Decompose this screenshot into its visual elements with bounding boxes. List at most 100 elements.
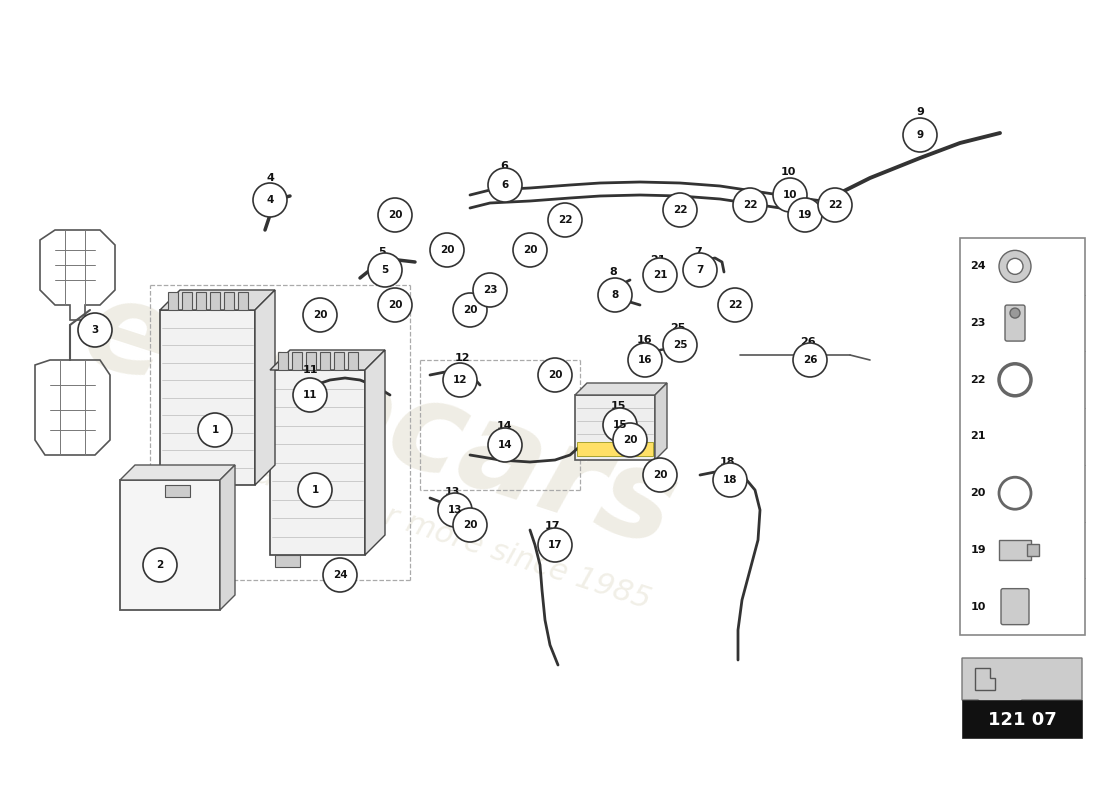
FancyBboxPatch shape	[275, 555, 300, 567]
Text: 16: 16	[638, 355, 652, 365]
FancyBboxPatch shape	[196, 292, 206, 310]
FancyBboxPatch shape	[334, 352, 344, 370]
FancyBboxPatch shape	[210, 292, 220, 310]
FancyBboxPatch shape	[1027, 544, 1040, 556]
Text: 20: 20	[387, 300, 403, 310]
Text: 14: 14	[496, 421, 512, 431]
FancyBboxPatch shape	[160, 310, 255, 485]
Text: 9: 9	[916, 107, 924, 117]
FancyBboxPatch shape	[575, 395, 654, 460]
Text: 25: 25	[670, 323, 685, 333]
Circle shape	[773, 178, 807, 212]
Text: 8: 8	[612, 290, 618, 300]
Polygon shape	[255, 290, 275, 485]
Text: 6: 6	[500, 161, 508, 171]
Text: 7: 7	[694, 247, 702, 257]
Text: 9: 9	[916, 130, 924, 140]
Circle shape	[488, 168, 522, 202]
Circle shape	[713, 463, 747, 497]
Text: 3: 3	[86, 315, 94, 325]
FancyBboxPatch shape	[960, 238, 1085, 635]
Circle shape	[488, 428, 522, 462]
Text: 20: 20	[440, 245, 454, 255]
Circle shape	[538, 358, 572, 392]
FancyBboxPatch shape	[306, 352, 316, 370]
Polygon shape	[365, 350, 385, 555]
Circle shape	[298, 473, 332, 507]
FancyBboxPatch shape	[224, 292, 234, 310]
Text: 21: 21	[652, 270, 668, 280]
Text: 3: 3	[91, 325, 99, 335]
Text: 20: 20	[652, 470, 668, 480]
Circle shape	[663, 328, 697, 362]
Circle shape	[548, 203, 582, 237]
Text: 24: 24	[332, 570, 348, 580]
Circle shape	[378, 288, 412, 322]
Circle shape	[78, 313, 112, 347]
Text: 12: 12	[453, 375, 468, 385]
Text: 15: 15	[613, 420, 627, 430]
Text: 18: 18	[723, 475, 737, 485]
Text: 15: 15	[610, 401, 626, 411]
Text: eurocars: eurocars	[68, 267, 692, 573]
Circle shape	[438, 493, 472, 527]
Text: 13: 13	[444, 487, 460, 497]
Circle shape	[443, 363, 477, 397]
Circle shape	[302, 298, 337, 332]
Text: 25: 25	[673, 340, 688, 350]
Circle shape	[793, 343, 827, 377]
Text: a passion for more since 1985: a passion for more since 1985	[206, 445, 654, 615]
Circle shape	[323, 558, 358, 592]
FancyBboxPatch shape	[168, 292, 178, 310]
Text: 2: 2	[156, 560, 164, 570]
Circle shape	[378, 198, 412, 232]
FancyBboxPatch shape	[270, 370, 365, 555]
Polygon shape	[962, 658, 1082, 720]
FancyBboxPatch shape	[962, 700, 1082, 738]
Polygon shape	[160, 290, 275, 310]
Circle shape	[143, 548, 177, 582]
Text: 5: 5	[382, 265, 388, 275]
Circle shape	[253, 183, 287, 217]
Text: 21: 21	[970, 431, 986, 442]
FancyBboxPatch shape	[1005, 305, 1025, 341]
Text: 12: 12	[454, 353, 470, 363]
Circle shape	[999, 250, 1031, 282]
Text: 1: 1	[311, 485, 319, 495]
Circle shape	[644, 458, 676, 492]
Text: 10: 10	[780, 167, 795, 177]
Circle shape	[818, 188, 852, 222]
Text: 17: 17	[548, 540, 562, 550]
Text: 22: 22	[728, 300, 743, 310]
Text: 19: 19	[970, 545, 986, 555]
Text: 26: 26	[800, 337, 816, 347]
Circle shape	[513, 233, 547, 267]
Polygon shape	[654, 383, 667, 460]
Text: 18: 18	[719, 457, 735, 467]
Circle shape	[538, 528, 572, 562]
Text: 1: 1	[211, 425, 219, 435]
Text: 20: 20	[522, 245, 537, 255]
Circle shape	[603, 408, 637, 442]
Circle shape	[733, 188, 767, 222]
Text: 4: 4	[266, 173, 274, 183]
Text: 7: 7	[696, 265, 704, 275]
Text: 121 07: 121 07	[988, 711, 1056, 729]
FancyBboxPatch shape	[292, 352, 302, 370]
Circle shape	[1010, 308, 1020, 318]
Text: 19: 19	[794, 203, 810, 213]
Circle shape	[663, 193, 697, 227]
Text: 14: 14	[497, 440, 513, 450]
Polygon shape	[120, 465, 235, 480]
Text: 20: 20	[463, 305, 477, 315]
FancyBboxPatch shape	[182, 292, 192, 310]
Text: 22: 22	[827, 200, 843, 210]
Circle shape	[453, 293, 487, 327]
Circle shape	[903, 118, 937, 152]
Circle shape	[453, 508, 487, 542]
Circle shape	[613, 423, 647, 457]
Polygon shape	[220, 465, 235, 610]
Text: 11: 11	[302, 390, 317, 400]
FancyBboxPatch shape	[348, 352, 358, 370]
Text: 20: 20	[970, 488, 986, 498]
